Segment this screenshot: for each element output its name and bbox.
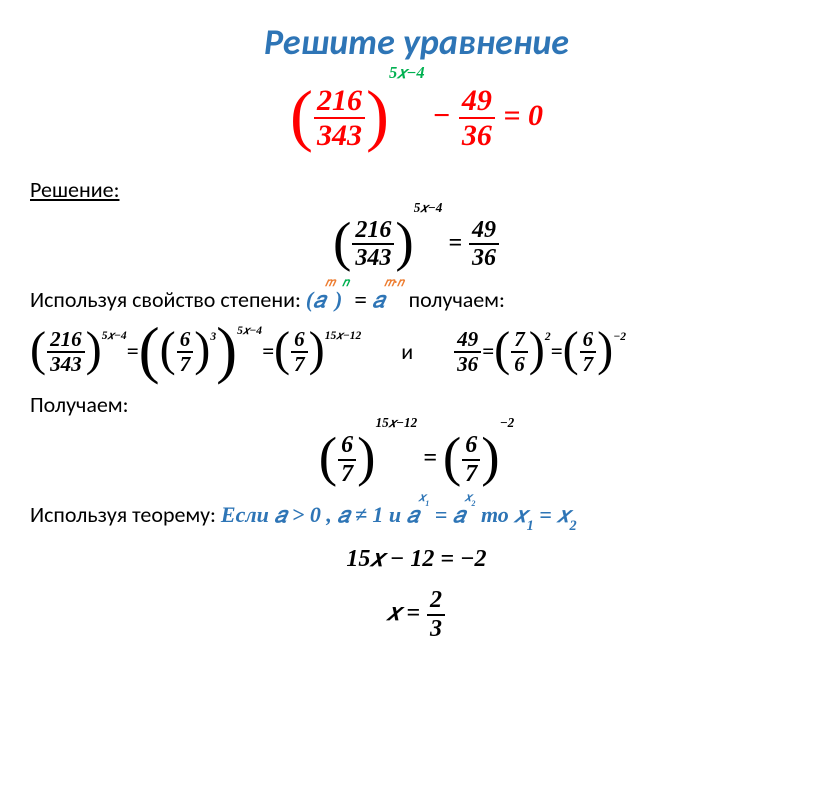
th-comma: , xyxy=(321,502,338,527)
s2-rd3: 7 xyxy=(580,353,597,376)
main-numerator: 216 xyxy=(314,84,365,119)
s2-re3: −2 xyxy=(613,331,626,343)
s3-rn: 6 xyxy=(462,432,480,460)
th-x1: 𝑥1 xyxy=(419,490,430,504)
prop-text2: получаем: xyxy=(404,286,505,313)
s2-d3: 7 xyxy=(291,353,308,376)
s3-ld: 7 xyxy=(338,461,356,487)
theorem-line: Используя теорему: Если 𝑎 > 0 , 𝑎 ≠ 1 и … xyxy=(30,501,803,532)
property-line: Используя свойство степени: (𝑎𝑚)𝑛 = 𝑎𝑚·𝑛… xyxy=(30,286,803,313)
main-exponent: 5𝑥−4 xyxy=(389,63,425,82)
s2-eq1: = xyxy=(127,339,139,364)
s1-den: 343 xyxy=(352,245,394,271)
prop-m: 𝑚 xyxy=(325,275,335,289)
prop-a: 𝑎 xyxy=(313,287,325,312)
th-eq: = xyxy=(429,502,453,527)
s5-den: 3 xyxy=(427,616,445,642)
th-if: Если xyxy=(221,502,274,527)
s2-eq2: = xyxy=(262,339,274,364)
th-and: и xyxy=(383,502,406,527)
step4: 15𝑥 − 12 = −2 xyxy=(30,546,803,573)
s1-eq: = xyxy=(442,230,468,256)
prop-n: 𝑛 xyxy=(342,275,349,289)
s3-re: −2 xyxy=(500,415,515,430)
s2-e3: 15𝑥−12 xyxy=(325,330,362,343)
s2-rd1: 36 xyxy=(454,353,481,376)
s1-rnum: 49 xyxy=(469,217,499,245)
s2-n1: 216 xyxy=(47,328,85,353)
s2-d2: 7 xyxy=(177,353,194,376)
s1-num: 216 xyxy=(352,217,394,245)
page-title: Решите уравнение xyxy=(30,20,803,64)
s2-e2o: 5𝑥−4 xyxy=(237,325,262,338)
s2-re2: 2 xyxy=(545,331,551,343)
prop-close: ) xyxy=(335,287,342,312)
equals-zero: = 0 xyxy=(496,99,543,132)
prop-mn: 𝑚·𝑛 xyxy=(384,275,403,289)
s1-exp: 5𝑥−4 xyxy=(414,200,443,215)
s2-rn1: 49 xyxy=(454,328,481,353)
s2-rd2: 6 xyxy=(511,353,528,376)
s5-x: 𝑥 = xyxy=(387,600,426,626)
prop-a2: 𝑎 xyxy=(372,287,384,312)
th-a2: 𝑎 xyxy=(453,502,465,527)
s2-e1: 5𝑥−4 xyxy=(102,330,127,343)
step2: (216343)5𝑥−4 = ((67)3)5𝑥−4 = (67)15𝑥−12 … xyxy=(30,327,803,377)
th-then: то xyxy=(475,502,514,527)
step3: (67)15𝑥−12 = (67)−2 xyxy=(30,432,803,487)
step5: 𝑥 = 23 xyxy=(30,587,803,642)
main-equation: (216343)5𝑥−4 − 4936 = 0 xyxy=(30,84,803,152)
prop-text1: Используя свойство степени: xyxy=(30,286,306,313)
second-frac-num: 49 xyxy=(459,84,495,119)
second-frac-den: 36 xyxy=(459,119,495,152)
s3-ln: 6 xyxy=(338,432,356,460)
step1: (216343)5𝑥−4 = 4936 xyxy=(30,217,803,272)
s2-n3: 6 xyxy=(291,328,308,353)
th-c1: 𝑎 > 0 xyxy=(274,502,320,527)
s2-rn3: 6 xyxy=(580,328,597,353)
solution-label: Решение: xyxy=(30,176,803,203)
s5-num: 2 xyxy=(427,587,445,615)
th-x2: 𝑥2 xyxy=(465,490,476,504)
s2-eq4: = xyxy=(551,339,563,364)
s1-rden: 36 xyxy=(469,245,499,271)
minus-sign: − xyxy=(425,99,458,132)
th-a1: 𝑎 xyxy=(407,502,419,527)
th-c2: 𝑎 ≠ 1 xyxy=(337,502,383,527)
s3-rd: 7 xyxy=(462,461,480,487)
s2-and: и xyxy=(401,338,413,365)
s3-le: 15𝑥−12 xyxy=(376,415,418,430)
s2-n2: 6 xyxy=(177,328,194,353)
s2-eq3: = xyxy=(482,339,494,364)
theorem-text: Используя теорему: xyxy=(30,501,221,528)
main-denominator: 343 xyxy=(314,119,365,152)
th-result: 𝑥1 = 𝑥2 xyxy=(514,502,576,527)
s3-eq: = xyxy=(417,445,443,471)
s2-d1: 343 xyxy=(47,353,85,376)
s2-rn2: 7 xyxy=(511,328,528,353)
prop-eq: = xyxy=(349,287,373,312)
